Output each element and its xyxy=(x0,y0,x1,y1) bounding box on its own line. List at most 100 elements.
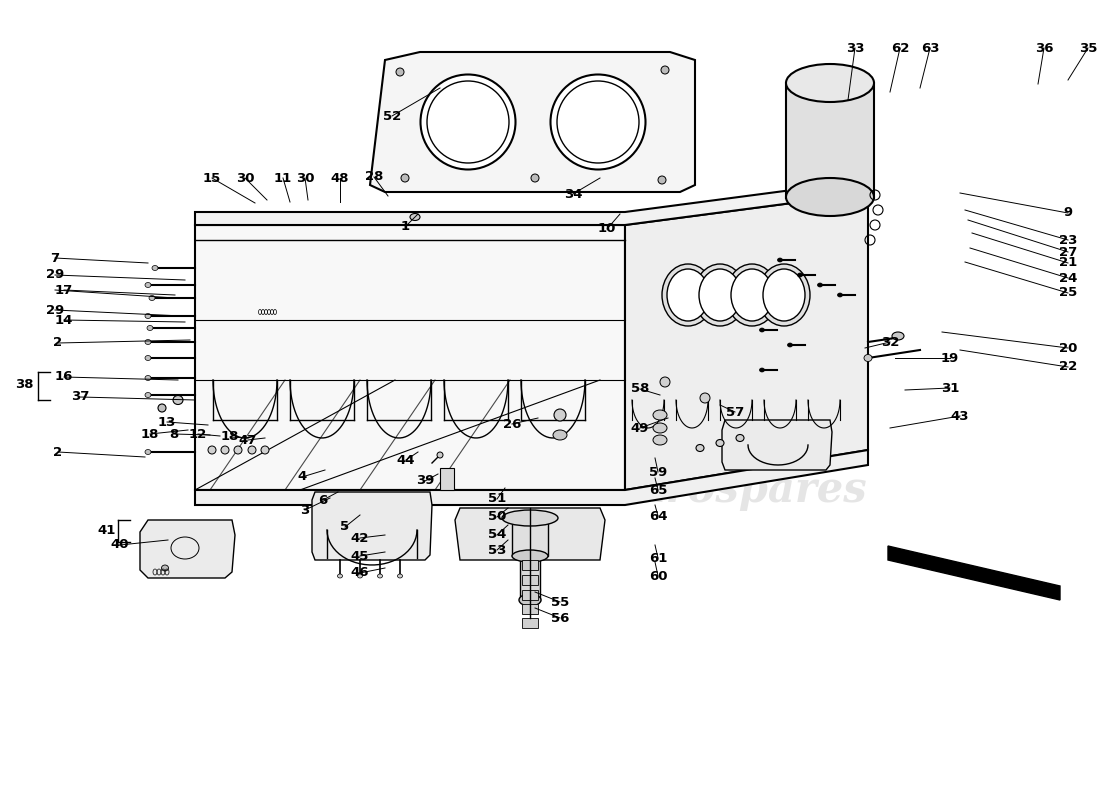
Ellipse shape xyxy=(892,332,904,340)
Text: 37: 37 xyxy=(70,390,89,403)
Text: 34: 34 xyxy=(563,187,582,201)
Ellipse shape xyxy=(148,295,155,301)
Text: 50: 50 xyxy=(487,510,506,523)
Text: eurospares: eurospares xyxy=(220,369,477,411)
Text: 29: 29 xyxy=(46,303,64,317)
Text: 55: 55 xyxy=(551,595,569,609)
Ellipse shape xyxy=(658,176,666,184)
Ellipse shape xyxy=(145,355,151,361)
Ellipse shape xyxy=(786,64,875,102)
Ellipse shape xyxy=(402,174,409,182)
Ellipse shape xyxy=(653,435,667,445)
Text: 49: 49 xyxy=(630,422,649,434)
Polygon shape xyxy=(195,225,625,490)
Ellipse shape xyxy=(661,66,669,74)
Ellipse shape xyxy=(410,214,420,221)
Text: 44: 44 xyxy=(397,454,416,466)
Polygon shape xyxy=(140,520,235,578)
Text: 42: 42 xyxy=(351,531,370,545)
Ellipse shape xyxy=(736,434,744,442)
Ellipse shape xyxy=(798,273,803,277)
Text: 22: 22 xyxy=(1059,361,1077,374)
Text: 1: 1 xyxy=(400,221,409,234)
Ellipse shape xyxy=(726,264,778,326)
Ellipse shape xyxy=(221,446,229,454)
Text: 47: 47 xyxy=(239,434,257,446)
Text: 2: 2 xyxy=(54,446,63,458)
Text: 28: 28 xyxy=(365,170,383,183)
Polygon shape xyxy=(455,508,605,560)
Ellipse shape xyxy=(667,269,710,321)
Ellipse shape xyxy=(788,343,792,347)
Text: 23: 23 xyxy=(1059,234,1077,246)
Text: 13: 13 xyxy=(157,415,176,429)
Bar xyxy=(522,604,538,614)
Ellipse shape xyxy=(662,264,714,326)
Ellipse shape xyxy=(502,510,558,526)
Ellipse shape xyxy=(437,452,443,458)
Bar xyxy=(520,556,540,601)
Ellipse shape xyxy=(248,446,256,454)
Ellipse shape xyxy=(653,423,667,433)
Ellipse shape xyxy=(519,594,541,606)
Text: 61: 61 xyxy=(649,551,668,565)
Ellipse shape xyxy=(758,264,810,326)
Polygon shape xyxy=(195,450,868,505)
Bar xyxy=(440,468,454,490)
Text: 30: 30 xyxy=(296,171,315,185)
Ellipse shape xyxy=(550,74,646,170)
Text: 27: 27 xyxy=(1059,246,1077,258)
Text: 36: 36 xyxy=(1035,42,1054,54)
Ellipse shape xyxy=(396,68,404,76)
Ellipse shape xyxy=(653,410,667,420)
Text: 7: 7 xyxy=(51,251,59,265)
Ellipse shape xyxy=(696,445,704,451)
Polygon shape xyxy=(195,180,868,225)
Ellipse shape xyxy=(145,282,151,287)
Bar xyxy=(512,518,548,556)
Polygon shape xyxy=(370,52,695,192)
Ellipse shape xyxy=(147,326,153,330)
Text: 58: 58 xyxy=(630,382,649,395)
Text: 14: 14 xyxy=(55,314,74,326)
Ellipse shape xyxy=(716,439,724,446)
Text: eurospares: eurospares xyxy=(610,469,868,511)
Ellipse shape xyxy=(698,269,741,321)
Text: 6: 6 xyxy=(318,494,328,506)
Text: 38: 38 xyxy=(14,378,33,391)
Text: 15: 15 xyxy=(202,171,221,185)
Ellipse shape xyxy=(553,430,566,440)
Polygon shape xyxy=(722,420,832,470)
Text: 33: 33 xyxy=(846,42,865,54)
Ellipse shape xyxy=(377,574,383,578)
Text: 41: 41 xyxy=(98,523,117,537)
Text: 18: 18 xyxy=(141,427,160,441)
Ellipse shape xyxy=(700,393,710,403)
Text: 57: 57 xyxy=(726,406,744,418)
Text: 8: 8 xyxy=(169,427,178,441)
Text: 43: 43 xyxy=(950,410,969,422)
Text: 4: 4 xyxy=(297,470,307,483)
Ellipse shape xyxy=(660,377,670,387)
Text: 30: 30 xyxy=(235,171,254,185)
Bar xyxy=(522,590,538,600)
Ellipse shape xyxy=(173,395,183,405)
Ellipse shape xyxy=(152,266,158,270)
Bar xyxy=(522,560,538,570)
Text: 45: 45 xyxy=(351,550,370,562)
Text: 2: 2 xyxy=(54,337,63,350)
Ellipse shape xyxy=(837,293,843,297)
Text: 40: 40 xyxy=(111,538,130,551)
Ellipse shape xyxy=(358,574,363,578)
Ellipse shape xyxy=(732,269,773,321)
Polygon shape xyxy=(888,546,1060,600)
Text: 63: 63 xyxy=(921,42,939,54)
Ellipse shape xyxy=(162,565,168,571)
Polygon shape xyxy=(625,193,868,490)
Text: 46: 46 xyxy=(351,566,370,579)
Text: 56: 56 xyxy=(551,611,569,625)
Text: 32: 32 xyxy=(881,335,899,349)
Ellipse shape xyxy=(512,550,548,562)
Text: 35: 35 xyxy=(1079,42,1097,54)
Ellipse shape xyxy=(145,339,151,345)
